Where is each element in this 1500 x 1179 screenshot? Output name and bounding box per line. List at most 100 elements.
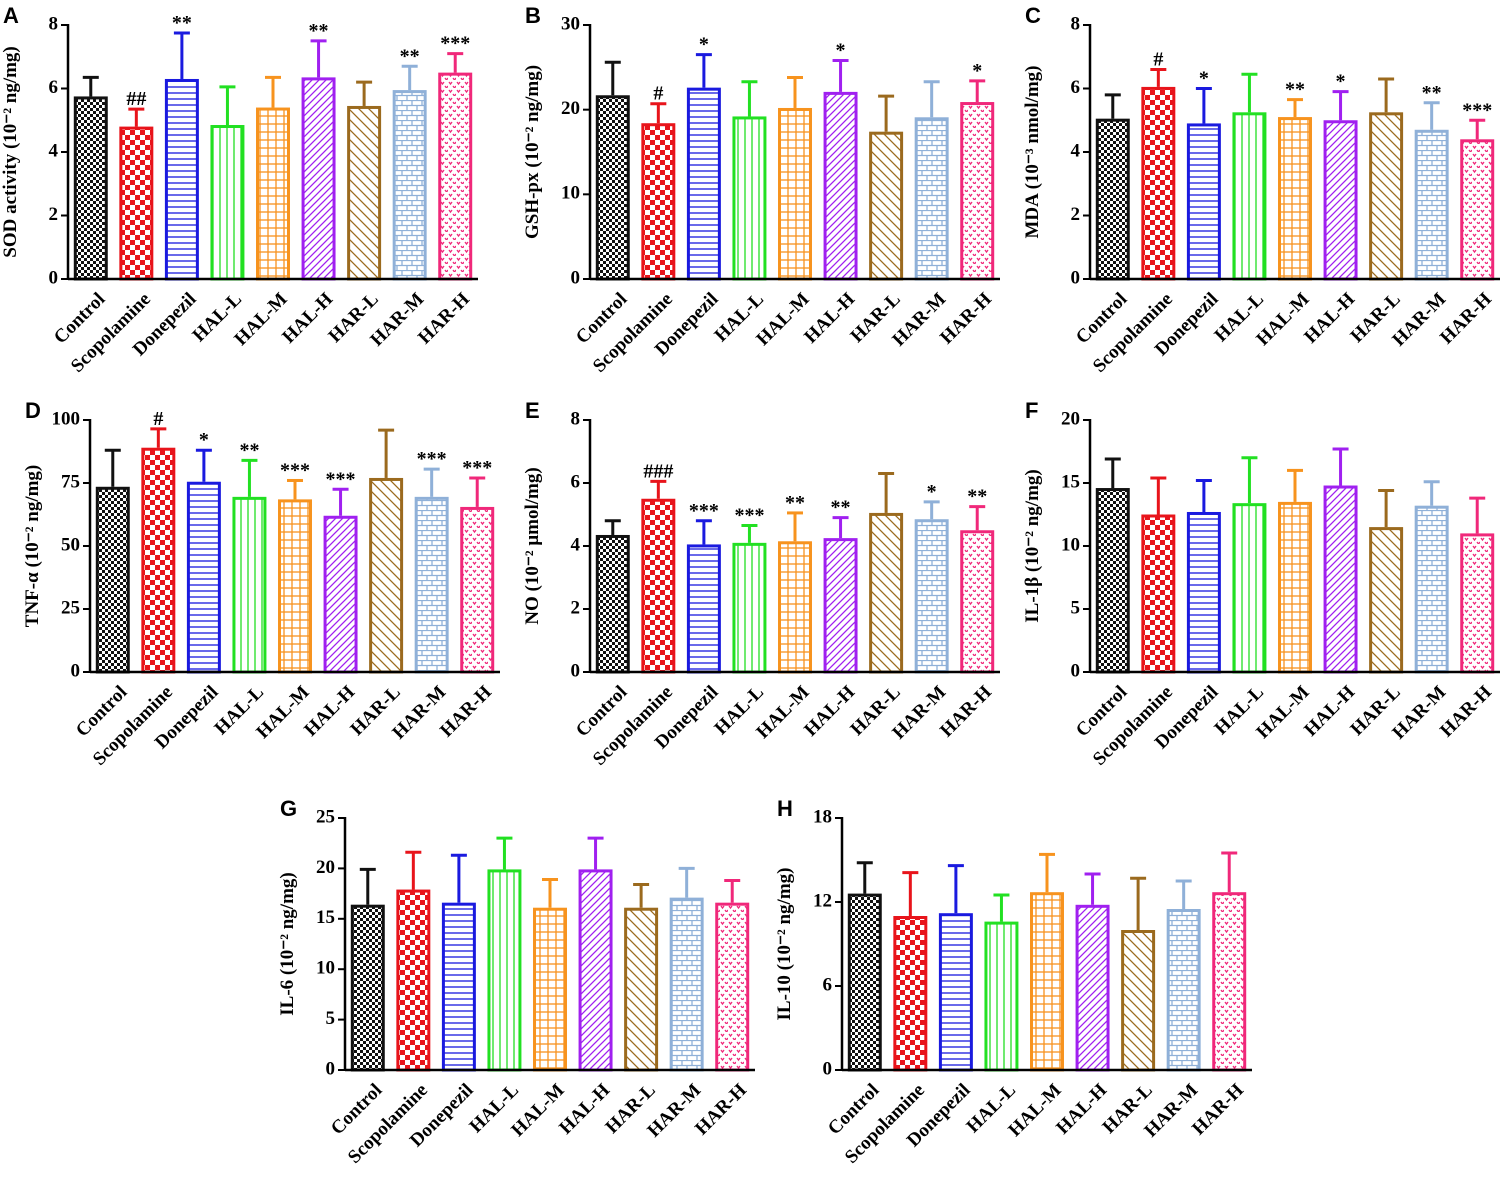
y-tick-label: 0 bbox=[49, 267, 59, 288]
y-axis-label: SOD activity (10⁻² ng/mg) bbox=[0, 46, 21, 258]
y-axis-label: IL-1β (10⁻² ng/mg) bbox=[1022, 469, 1043, 622]
bar bbox=[1414, 129, 1449, 281]
bar bbox=[1030, 892, 1064, 1072]
bar bbox=[73, 96, 108, 281]
bar bbox=[1141, 514, 1176, 674]
bar bbox=[1212, 892, 1247, 1072]
y-tick-label: 6 bbox=[571, 471, 581, 492]
bar bbox=[715, 902, 750, 1072]
y-tick-label: 8 bbox=[49, 13, 59, 34]
bar bbox=[914, 519, 949, 674]
bar bbox=[232, 496, 267, 674]
bar bbox=[823, 538, 858, 674]
significance-label: * bbox=[972, 60, 982, 82]
significance-label: ** bbox=[172, 12, 192, 34]
bar bbox=[1232, 503, 1267, 674]
significance-label: *** bbox=[326, 468, 356, 490]
x-tick-label: HAL-H bbox=[1300, 289, 1359, 348]
y-tick-label: 2 bbox=[49, 204, 59, 225]
y-tick-label: 0 bbox=[1071, 267, 1081, 288]
y-tick-label: 4 bbox=[49, 140, 59, 161]
y-axis-label: IL-10 (10⁻² ng/mg) bbox=[774, 868, 795, 1021]
bar bbox=[732, 116, 767, 281]
bar bbox=[1323, 120, 1358, 281]
bar bbox=[95, 486, 130, 674]
bar bbox=[1323, 485, 1358, 674]
y-tick-label: 5 bbox=[1071, 597, 1081, 618]
bar bbox=[210, 125, 245, 281]
significance-label: *** bbox=[1462, 99, 1492, 121]
bar bbox=[164, 78, 199, 281]
y-tick-label: 0 bbox=[71, 660, 81, 681]
x-tick-label: HAR-H bbox=[936, 289, 996, 349]
bar bbox=[778, 541, 812, 674]
panel-label: D bbox=[25, 398, 41, 423]
bar bbox=[960, 102, 995, 281]
y-tick-label: 6 bbox=[1071, 77, 1081, 98]
bar bbox=[595, 534, 630, 674]
panel-label: H bbox=[777, 796, 793, 821]
x-tick-label: HAL-H bbox=[800, 682, 859, 741]
significance-label: ### bbox=[643, 460, 673, 482]
bar bbox=[641, 123, 676, 281]
significance-label: *** bbox=[417, 448, 447, 470]
y-tick-label: 20 bbox=[561, 98, 580, 119]
bar bbox=[369, 477, 404, 674]
bar bbox=[347, 105, 382, 281]
significance-label: # bbox=[653, 83, 663, 105]
y-tick-label: 0 bbox=[823, 1058, 833, 1079]
y-tick-label: 5 bbox=[326, 1008, 336, 1029]
significance-label: * bbox=[699, 34, 709, 56]
y-tick-label: 2 bbox=[571, 597, 581, 618]
x-tick-label: HAL-H bbox=[300, 682, 359, 741]
bar bbox=[1232, 112, 1267, 281]
y-tick-label: 0 bbox=[326, 1058, 336, 1079]
panel-label: G bbox=[280, 796, 297, 821]
bar bbox=[732, 542, 767, 674]
y-tick-label: 18 bbox=[813, 806, 832, 827]
y-axis-label: GSH-px (10⁻² ng/mg) bbox=[522, 65, 543, 239]
y-tick-label: 8 bbox=[1071, 13, 1081, 34]
significance-label: * bbox=[199, 429, 209, 451]
significance-label: * bbox=[927, 481, 937, 503]
bar bbox=[960, 530, 995, 674]
bar bbox=[1095, 118, 1130, 281]
x-tick-label: HAL-H bbox=[1052, 1080, 1111, 1139]
bar bbox=[350, 904, 385, 1072]
significance-label: ## bbox=[126, 88, 146, 110]
y-tick-label: 10 bbox=[316, 958, 335, 979]
bar bbox=[624, 907, 659, 1072]
bar bbox=[414, 496, 449, 674]
panel-label: C bbox=[1025, 3, 1041, 28]
significance-label: ** bbox=[309, 20, 329, 42]
y-tick-label: 20 bbox=[1061, 408, 1080, 429]
bar bbox=[533, 907, 567, 1072]
bar bbox=[301, 77, 336, 281]
bar bbox=[1095, 488, 1130, 674]
y-tick-label: 6 bbox=[49, 77, 59, 98]
bar bbox=[869, 131, 904, 281]
significance-label: * bbox=[1199, 68, 1209, 90]
y-tick-label: 8 bbox=[571, 408, 581, 429]
bar bbox=[1186, 511, 1221, 674]
bar bbox=[396, 889, 431, 1072]
x-tick-label: HAR-H bbox=[1188, 1080, 1248, 1140]
y-tick-label: 0 bbox=[1071, 660, 1081, 681]
y-tick-label: 15 bbox=[1061, 471, 1080, 492]
y-tick-label: 20 bbox=[316, 857, 335, 878]
bar bbox=[438, 72, 473, 281]
y-tick-label: 100 bbox=[52, 408, 81, 429]
significance-label: # bbox=[153, 408, 163, 430]
y-tick-label: 15 bbox=[316, 907, 335, 928]
x-tick-label: HAR-H bbox=[414, 289, 474, 349]
y-tick-label: 4 bbox=[1071, 140, 1081, 161]
bar bbox=[847, 893, 882, 1072]
bar bbox=[1414, 505, 1449, 674]
bar bbox=[1075, 904, 1110, 1072]
bar bbox=[914, 117, 949, 281]
y-axis-label: MDA (10⁻³ nmol/mg) bbox=[1022, 66, 1043, 239]
bar bbox=[460, 506, 495, 674]
bar bbox=[938, 913, 973, 1072]
significance-label: * bbox=[1336, 71, 1346, 93]
bar bbox=[823, 91, 858, 281]
